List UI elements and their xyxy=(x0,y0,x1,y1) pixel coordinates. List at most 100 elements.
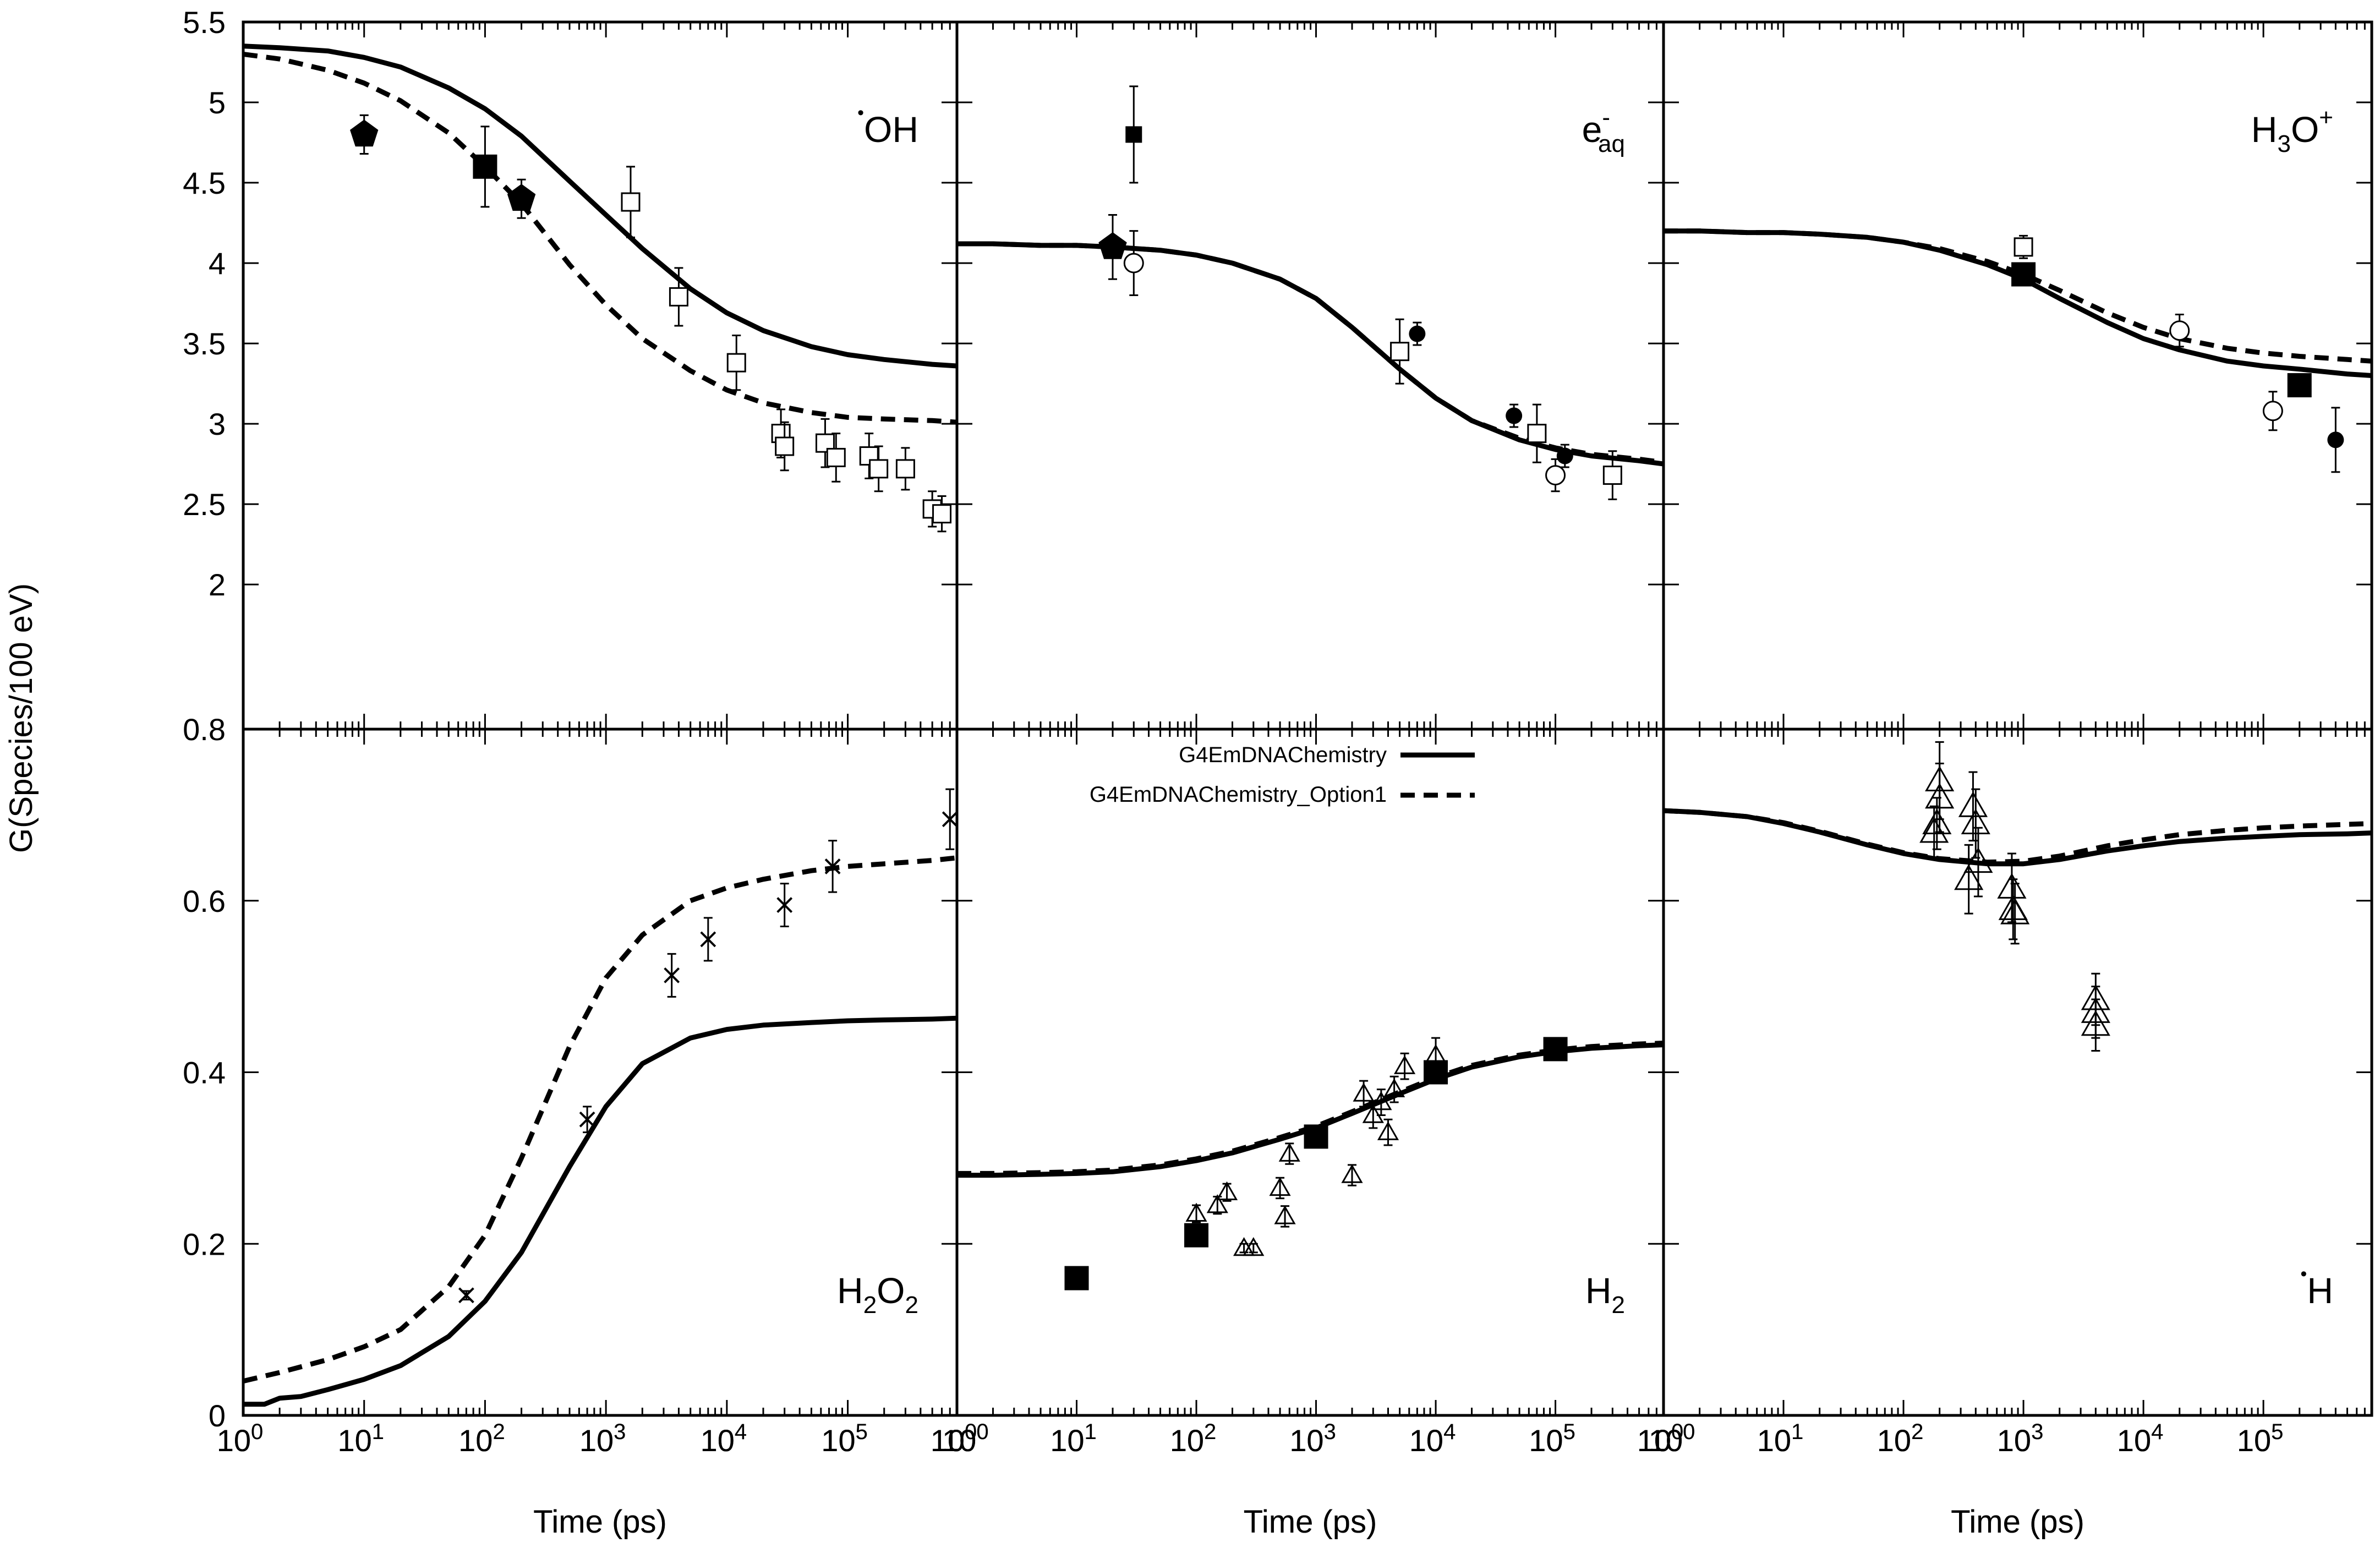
data-point-triangle-open-small xyxy=(1377,1118,1399,1146)
x-tick-label: 100 xyxy=(217,1420,264,1458)
x-tick-label-exp: 0 xyxy=(1683,1420,1695,1444)
data-point-circle-filled xyxy=(1409,321,1426,346)
x-tick-label: 100 xyxy=(1649,1420,1695,1458)
data-point-triangle-open-small xyxy=(1216,1181,1238,1202)
series-line-option1 xyxy=(1664,228,2372,364)
data-point-circle-filled xyxy=(1506,403,1523,428)
x-tick-label: 100 xyxy=(931,1420,977,1458)
data-point-triangle-open-small xyxy=(1269,1177,1291,1200)
y-tick-label: 0.8 xyxy=(183,712,226,747)
data-point-triangle-open-small xyxy=(1185,1202,1207,1223)
data-point-triangle-open xyxy=(1922,797,1952,850)
data-point-square-open xyxy=(726,334,746,391)
data-point-cross xyxy=(664,953,680,998)
x-tick-label-base: 10 xyxy=(821,1423,855,1458)
data-point-square-filled xyxy=(1543,1037,1568,1062)
data-point-pentagon xyxy=(507,178,536,219)
y-tick-label: 0 xyxy=(209,1398,226,1433)
data-point-square-open xyxy=(826,433,846,483)
x-tick-label-exp: 2 xyxy=(1204,1420,1216,1444)
x-tick-label: 102 xyxy=(458,1420,505,1458)
x-tick-label-exp: 1 xyxy=(1791,1420,1803,1444)
series-line-option1 xyxy=(243,51,957,425)
x-tick-label-base: 10 xyxy=(1289,1423,1323,1458)
data-point-square-open xyxy=(621,166,641,238)
data-point-circle-filled xyxy=(2327,407,2344,473)
data-point-triangle-open-small xyxy=(1353,1080,1375,1108)
x-tick-label: 105 xyxy=(2237,1420,2284,1458)
data-point-square-open xyxy=(869,445,889,493)
marker xyxy=(1922,808,1952,834)
x-tick-label: 105 xyxy=(821,1420,868,1458)
x-tick-label-base: 10 xyxy=(458,1423,493,1458)
y-axis-label: G(Species/100 eV) xyxy=(3,583,39,853)
data-point-pentagon xyxy=(1098,214,1127,280)
series-line-option1 xyxy=(957,1041,1664,1176)
x-tick-label-base: 10 xyxy=(1877,1423,1911,1458)
marker xyxy=(1409,325,1426,342)
x-tick-label: 102 xyxy=(1170,1420,1217,1458)
marker xyxy=(1274,1205,1296,1224)
plot-area xyxy=(1664,228,2372,473)
x-tick-label: 105 xyxy=(821,1420,868,1458)
marker xyxy=(869,459,889,479)
species-tail: O xyxy=(877,1270,905,1311)
data-point-square-filled xyxy=(1064,1266,1089,1290)
marker xyxy=(1556,447,1573,464)
marker xyxy=(1602,466,1622,485)
x-axis-title: Time (ps) xyxy=(1244,1504,1377,1540)
species-sub: 2 xyxy=(1612,1292,1625,1319)
legend-label-dashed: G4EmDNAChemistry_Option1 xyxy=(1090,783,1387,807)
species-base: H xyxy=(2251,109,2278,150)
data-point-circle-open xyxy=(2262,391,2283,431)
x-tick-label: 104 xyxy=(2117,1420,2164,1458)
x-tick-label-base: 10 xyxy=(931,1423,965,1458)
marker xyxy=(932,504,952,524)
species-sup: - xyxy=(1602,104,1610,131)
x-tick-label: 102 xyxy=(1877,1420,1924,1458)
data-point-cross xyxy=(458,1287,474,1304)
data-point-triangle-open-small xyxy=(1243,1237,1265,1256)
data-point-square-filled-small xyxy=(1125,85,1142,184)
x-tick-label: 103 xyxy=(1997,1420,2044,1458)
marker xyxy=(895,459,915,479)
x-tick-label-exp: 2 xyxy=(1911,1420,1923,1444)
x-tick-label: 100 xyxy=(931,1420,977,1458)
y-tick-label: 0.2 xyxy=(183,1227,226,1261)
marker xyxy=(1961,808,1990,834)
x-tick-label-exp: 1 xyxy=(372,1420,384,1444)
x-tick-label-base: 10 xyxy=(701,1423,735,1458)
marker xyxy=(669,287,688,307)
marker xyxy=(1543,1037,1568,1062)
x-tick-label: 104 xyxy=(701,1420,747,1458)
x-tick-label-base: 10 xyxy=(701,1423,735,1458)
marker xyxy=(1393,1055,1416,1074)
x-tick-label-exp: 4 xyxy=(735,1420,747,1444)
marker xyxy=(1269,1177,1291,1196)
data-point-triangle-open xyxy=(1954,844,1984,915)
species-label: H3O+ xyxy=(2251,104,2333,157)
marker xyxy=(664,967,680,983)
species-radical-dot: • xyxy=(857,102,864,123)
x-tick-label-base: 10 xyxy=(2237,1423,2271,1458)
marker xyxy=(1216,1181,1238,1200)
x-tick-label-exp: 3 xyxy=(1324,1420,1336,1444)
species-label: •OH xyxy=(857,102,918,150)
marker xyxy=(1925,783,1955,809)
x-tick-label-exp: 3 xyxy=(614,1420,626,1444)
marker xyxy=(2014,237,2033,257)
x-tick-label: 105 xyxy=(1529,1420,1575,1458)
data-point-square-open xyxy=(775,421,795,472)
x-tick-label-exp: 0 xyxy=(251,1420,263,1444)
x-tick-label-base: 10 xyxy=(1409,1423,1443,1458)
marker xyxy=(1362,1104,1384,1123)
marker xyxy=(942,811,957,828)
species-sub2: 2 xyxy=(905,1292,918,1319)
x-tick-label-base: 10 xyxy=(1637,1423,1671,1458)
marker xyxy=(2011,262,2036,287)
marker xyxy=(1098,232,1127,259)
legend-label-solid: G4EmDNAChemistry xyxy=(1179,743,1387,767)
